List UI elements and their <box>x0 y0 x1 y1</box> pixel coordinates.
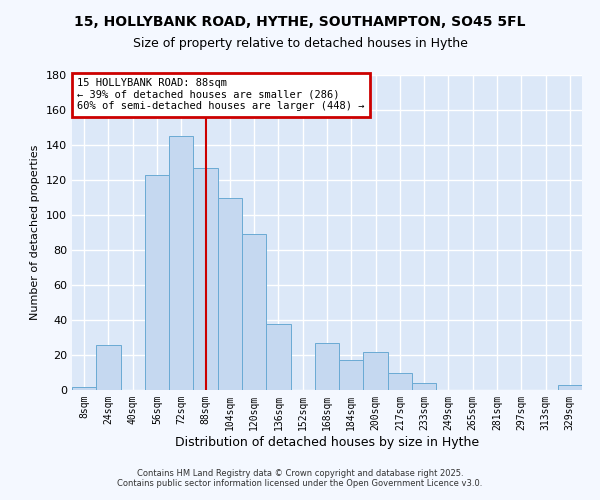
Bar <box>315 343 339 390</box>
Bar <box>72 386 96 390</box>
Text: 15, HOLLYBANK ROAD, HYTHE, SOUTHAMPTON, SO45 5FL: 15, HOLLYBANK ROAD, HYTHE, SOUTHAMPTON, … <box>74 15 526 29</box>
Text: 15 HOLLYBANK ROAD: 88sqm
← 39% of detached houses are smaller (286)
60% of semi-: 15 HOLLYBANK ROAD: 88sqm ← 39% of detach… <box>77 78 365 112</box>
Text: Size of property relative to detached houses in Hythe: Size of property relative to detached ho… <box>133 38 467 51</box>
X-axis label: Distribution of detached houses by size in Hythe: Distribution of detached houses by size … <box>175 436 479 448</box>
Y-axis label: Number of detached properties: Number of detached properties <box>31 145 40 320</box>
Bar <box>193 168 218 390</box>
Bar <box>339 360 364 390</box>
Text: Contains HM Land Registry data © Crown copyright and database right 2025.: Contains HM Land Registry data © Crown c… <box>137 468 463 477</box>
Bar <box>412 383 436 390</box>
Bar <box>364 352 388 390</box>
Bar <box>558 385 582 390</box>
Bar <box>218 198 242 390</box>
Text: Contains public sector information licensed under the Open Government Licence v3: Contains public sector information licen… <box>118 478 482 488</box>
Bar <box>145 175 169 390</box>
Bar <box>388 372 412 390</box>
Bar <box>266 324 290 390</box>
Bar <box>96 344 121 390</box>
Bar <box>242 234 266 390</box>
Bar <box>169 136 193 390</box>
